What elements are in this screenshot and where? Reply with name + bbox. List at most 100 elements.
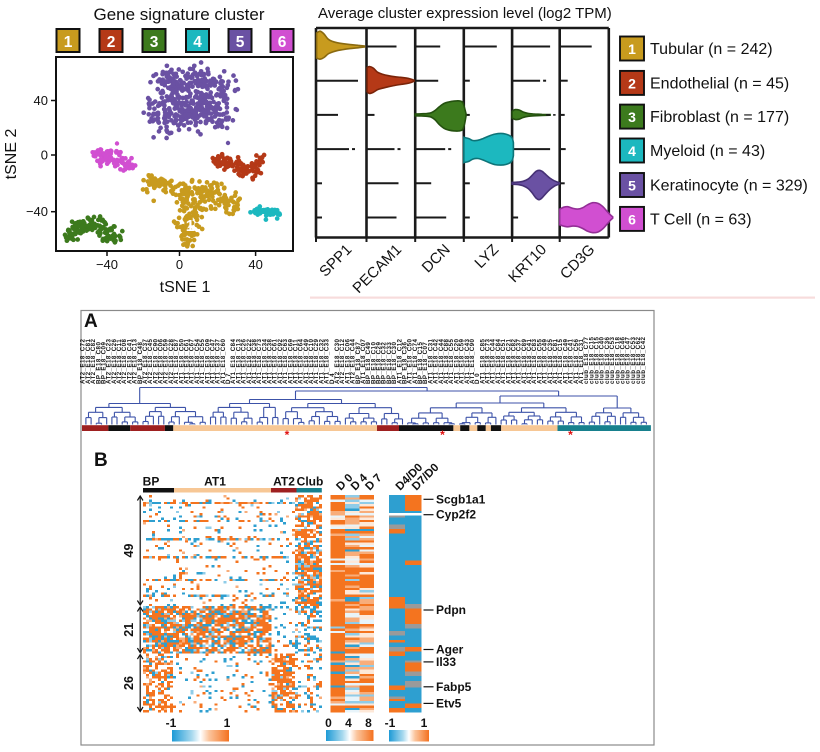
svg-text:Tubular (n = 242): Tubular (n = 242) (650, 41, 773, 58)
svg-text:2: 2 (107, 34, 116, 51)
svg-text:BP_E18_C36: BP_E18_C36 (402, 342, 409, 384)
svg-text:club_E18_C40: club_E18_C40 (599, 337, 606, 384)
svg-text:Cyp2f2: Cyp2f2 (436, 508, 476, 522)
svg-text:AT1_E18_C54: AT1_E18_C54 (194, 338, 201, 384)
svg-text:49: 49 (122, 544, 136, 558)
svg-text:AT1_E18_C07: AT1_E18_C07 (360, 338, 367, 384)
svg-text:club_E18_C18: club_E18_C18 (614, 337, 621, 384)
svg-text:1: 1 (186, 218, 195, 235)
svg-text:AT1_E18_C44: AT1_E18_C44 (438, 338, 445, 384)
svg-text:AT1_E18_C50: AT1_E18_C50 (407, 338, 414, 384)
svg-text:AT2_E18_C72: AT2_E18_C72 (80, 338, 87, 384)
svg-text:AT1_E18_C49: AT1_E18_C49 (542, 338, 549, 384)
svg-text:BP_E18_C80: BP_E18_C80 (95, 342, 102, 384)
svg-text:AT1_E18_C59: AT1_E18_C59 (459, 338, 466, 384)
svg-text:AT1_E18_C51: AT1_E18_C51 (500, 338, 507, 384)
svg-text:AT2_E18_C81: AT2_E18_C81 (85, 338, 92, 384)
svg-text:Gene signature cluster: Gene signature cluster (93, 5, 264, 24)
svg-text:AT1_E18_C34: AT1_E18_C34 (261, 338, 268, 384)
svg-text:AT2_E18_C90: AT2_E18_C90 (152, 338, 159, 384)
svg-text:*: * (568, 428, 573, 442)
svg-text:AT1_E18_C37: AT1_E18_C37 (215, 338, 222, 384)
svg-text:AT1_E18_C73: AT1_E18_C73 (256, 338, 263, 384)
svg-text:AT1_E18_C55: AT1_E18_C55 (199, 338, 206, 384)
svg-text:AT1_E18_C12: AT1_E18_C12 (396, 338, 403, 384)
svg-text:AT2_E18_C59: AT2_E18_C59 (163, 338, 170, 384)
svg-text:AT2_E18_C28: AT2_E18_C28 (168, 338, 175, 384)
svg-text:club_E18_C36: club_E18_C36 (604, 337, 611, 384)
svg-text:AT1_E18_C35: AT1_E18_C35 (547, 338, 554, 384)
svg-text:2: 2 (628, 75, 636, 91)
svg-text:Ager: Ager (436, 643, 464, 657)
svg-text:AT1_E18_C67: AT1_E18_C67 (189, 338, 196, 384)
svg-text:BP: BP (143, 475, 160, 489)
svg-text:Myeloid (n = 43): Myeloid (n = 43) (650, 143, 765, 160)
svg-text:BP_E18_C10: BP_E18_C10 (370, 342, 377, 384)
svg-text:AT1_E18_C56: AT1_E18_C56 (573, 338, 580, 384)
svg-text:BP_E18_C07: BP_E18_C07 (422, 342, 429, 384)
svg-text:AT1_E18_C26: AT1_E18_C26 (241, 338, 248, 384)
svg-text:Etv5: Etv5 (436, 696, 462, 710)
svg-text:AT1_E18_C74: AT1_E18_C74 (412, 338, 419, 384)
svg-text:AT1_E18_C83: AT1_E18_C83 (531, 338, 538, 384)
svg-text:Scgb1a1: Scgb1a1 (436, 492, 486, 506)
svg-text:AT1_E18_C61: AT1_E18_C61 (184, 338, 191, 384)
svg-text:*: * (440, 428, 445, 442)
svg-text:T Cell (n = 63): T Cell (n = 63) (650, 211, 752, 228)
svg-text:Club: Club (297, 475, 324, 489)
svg-text:AT2_E18_C06: AT2_E18_C06 (158, 338, 165, 384)
svg-text:BP_E18_C49: BP_E18_C49 (365, 342, 372, 384)
svg-text:AT2_E18_C41: AT2_E18_C41 (126, 338, 133, 384)
svg-text:D 0: D 0 (474, 373, 481, 384)
svg-text:BP_E18_C48: BP_E18_C48 (137, 342, 144, 384)
svg-text:Keratinocyte (n = 329): Keratinocyte (n = 329) (650, 178, 808, 195)
svg-text:AT1_E18_C85: AT1_E18_C85 (479, 338, 486, 384)
svg-text:AT1_E18_C20: AT1_E18_C20 (453, 338, 460, 384)
svg-text:AT1_E18_C38: AT1_E18_C38 (251, 338, 258, 384)
svg-text:club_E18_C15: club_E18_C15 (588, 337, 595, 384)
svg-text:Average cluster expression lev: Average cluster expression level (log2 T… (318, 5, 612, 22)
svg-text:D 7: D 7 (225, 373, 232, 384)
svg-text:5: 5 (236, 34, 245, 51)
svg-text:AT1_E18_C22: AT1_E18_C22 (246, 338, 253, 384)
svg-text:AT1_E18_C61: AT1_E18_C61 (272, 338, 279, 384)
svg-text:BP_E18_C32: BP_E18_C32 (381, 342, 388, 384)
svg-text:AT1_E18_C82: AT1_E18_C82 (511, 338, 518, 384)
svg-text:AT1_E18_C92: AT1_E18_C92 (277, 338, 284, 384)
svg-text:AT2_E18_C11: AT2_E18_C11 (116, 339, 123, 384)
svg-text:8: 8 (365, 716, 372, 730)
svg-text:AT1_E18_C90: AT1_E18_C90 (469, 338, 476, 384)
svg-text:1: 1 (421, 716, 428, 730)
svg-text:−40: −40 (26, 204, 48, 219)
svg-text:AT1_E18_C31: AT1_E18_C31 (578, 338, 585, 384)
svg-text:AT1_E18_C69: AT1_E18_C69 (287, 338, 294, 384)
svg-text:40: 40 (248, 257, 262, 272)
svg-text:AT1_E18_C38: AT1_E18_C38 (267, 338, 274, 384)
svg-text:AT1_E18_C89: AT1_E18_C89 (521, 338, 528, 384)
svg-text:AT1_E18_C10: AT1_E18_C10 (308, 338, 315, 384)
svg-text:−40: −40 (96, 257, 118, 272)
svg-text:AT1_E18_C49: AT1_E18_C49 (303, 338, 310, 384)
svg-text:AT2_E18_C30: AT2_E18_C30 (334, 338, 341, 384)
svg-text:AT1_E18_C11: AT1_E18_C11 (293, 339, 300, 384)
svg-text:AT2_E18_C26: AT2_E18_C26 (111, 338, 118, 384)
svg-text:AT1_E18_C81: AT1_E18_C81 (552, 338, 559, 384)
svg-text:AT1_E18_C84: AT1_E18_C84 (495, 338, 502, 384)
svg-text:AT1_E18_C87: AT1_E18_C87 (173, 338, 180, 384)
svg-text:21: 21 (122, 623, 136, 637)
svg-text:*: * (285, 428, 290, 442)
svg-text:BP_E18_C29: BP_E18_C29 (376, 342, 383, 384)
svg-text:1: 1 (224, 716, 231, 730)
svg-text:AT1: AT1 (204, 475, 226, 489)
svg-text:4: 4 (628, 143, 636, 159)
svg-text:club_E18_C42: club_E18_C42 (640, 337, 647, 384)
svg-text:club_E18_C53: club_E18_C53 (609, 337, 616, 384)
svg-text:AT1_E18_C55: AT1_E18_C55 (448, 338, 455, 384)
svg-text:AT1_E18_C31: AT1_E18_C31 (427, 338, 434, 384)
svg-text:BP_E18_C30: BP_E18_C30 (391, 342, 398, 384)
svg-text:AT1_E18_C64: AT1_E18_C64 (298, 338, 305, 384)
svg-text:AT1_E18_C55: AT1_E18_C55 (536, 338, 543, 384)
svg-text:tSNE 1: tSNE 1 (160, 279, 211, 296)
svg-text:AT1_E18_C41: AT1_E18_C41 (526, 338, 533, 384)
svg-text:AT1_E18_C43: AT1_E18_C43 (464, 338, 471, 384)
